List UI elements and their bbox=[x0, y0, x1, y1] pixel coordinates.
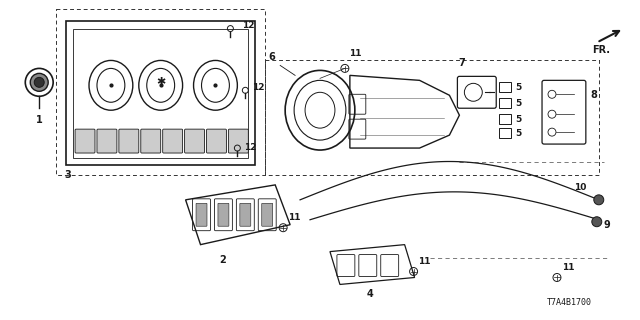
Circle shape bbox=[592, 217, 602, 227]
Text: 11: 11 bbox=[562, 262, 575, 271]
FancyBboxPatch shape bbox=[75, 129, 95, 153]
Text: ✱: ✱ bbox=[156, 77, 165, 87]
Bar bbox=[499, 128, 511, 138]
Text: 1: 1 bbox=[36, 115, 43, 125]
FancyBboxPatch shape bbox=[163, 129, 182, 153]
FancyBboxPatch shape bbox=[262, 203, 273, 226]
Text: 9: 9 bbox=[604, 220, 611, 230]
Text: 11: 11 bbox=[349, 50, 362, 59]
Text: 4: 4 bbox=[367, 289, 373, 300]
FancyBboxPatch shape bbox=[228, 129, 248, 153]
Text: 11: 11 bbox=[288, 213, 301, 222]
Text: 10: 10 bbox=[575, 183, 587, 192]
Text: 2: 2 bbox=[219, 255, 226, 265]
Text: 11: 11 bbox=[417, 257, 430, 266]
FancyBboxPatch shape bbox=[207, 129, 227, 153]
FancyBboxPatch shape bbox=[119, 129, 139, 153]
Bar bbox=[499, 114, 511, 124]
Text: 8: 8 bbox=[591, 90, 598, 100]
Text: FR.: FR. bbox=[592, 44, 610, 54]
Circle shape bbox=[594, 195, 604, 205]
Text: 5: 5 bbox=[515, 99, 522, 108]
Circle shape bbox=[30, 73, 48, 91]
Text: 3: 3 bbox=[64, 170, 71, 180]
Text: 5: 5 bbox=[515, 129, 522, 138]
Text: 12: 12 bbox=[244, 143, 257, 152]
FancyBboxPatch shape bbox=[240, 203, 251, 226]
Text: 12: 12 bbox=[252, 83, 265, 92]
Text: 5: 5 bbox=[515, 83, 522, 92]
Text: T7A4B1700: T7A4B1700 bbox=[547, 298, 591, 307]
Bar bbox=[499, 98, 511, 108]
Text: 6: 6 bbox=[269, 52, 276, 62]
FancyBboxPatch shape bbox=[218, 203, 229, 226]
FancyBboxPatch shape bbox=[97, 129, 117, 153]
Text: 5: 5 bbox=[515, 115, 522, 124]
FancyBboxPatch shape bbox=[196, 203, 207, 226]
Bar bbox=[499, 82, 511, 92]
Circle shape bbox=[35, 77, 44, 87]
FancyBboxPatch shape bbox=[184, 129, 205, 153]
FancyBboxPatch shape bbox=[141, 129, 161, 153]
Text: 12: 12 bbox=[243, 20, 255, 30]
Text: 7: 7 bbox=[458, 58, 465, 68]
